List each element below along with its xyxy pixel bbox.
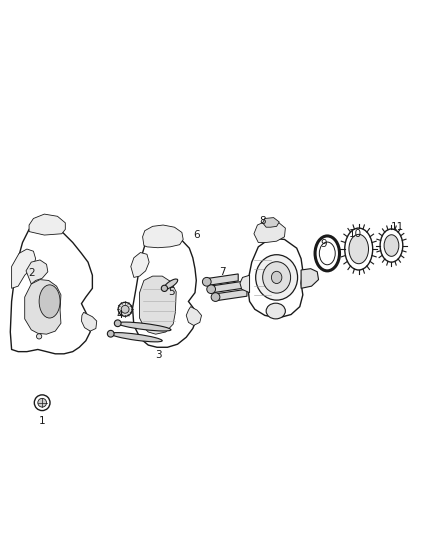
Text: 1: 1 [39,416,46,426]
Ellipse shape [384,235,399,256]
Polygon shape [247,238,303,318]
Polygon shape [217,289,247,301]
Polygon shape [29,214,65,235]
Ellipse shape [118,322,171,331]
Polygon shape [12,249,35,288]
Ellipse shape [319,242,335,265]
Circle shape [202,277,211,286]
Ellipse shape [263,262,290,293]
Circle shape [211,293,220,302]
Ellipse shape [39,285,60,318]
Polygon shape [140,276,176,334]
Polygon shape [301,269,318,288]
Polygon shape [131,253,149,277]
Text: 3: 3 [155,350,162,360]
Polygon shape [254,221,286,243]
Ellipse shape [266,303,286,319]
Circle shape [121,305,129,313]
Polygon shape [26,260,48,284]
Text: 8: 8 [259,216,266,225]
Ellipse shape [380,229,403,262]
Circle shape [118,302,132,316]
Circle shape [114,320,121,327]
Text: 7: 7 [219,266,226,277]
Polygon shape [213,281,243,293]
Ellipse shape [164,279,178,289]
Polygon shape [81,312,97,331]
Polygon shape [11,223,92,354]
Circle shape [34,395,50,410]
Text: 9: 9 [321,239,327,249]
Polygon shape [133,234,196,348]
Circle shape [207,285,215,294]
Ellipse shape [111,333,162,342]
Text: 6: 6 [193,230,200,240]
Circle shape [161,285,168,292]
Polygon shape [25,280,61,334]
Ellipse shape [256,255,297,300]
Ellipse shape [345,228,373,270]
Polygon shape [240,275,250,293]
Polygon shape [263,217,279,227]
Polygon shape [143,225,183,248]
Polygon shape [208,274,238,285]
Circle shape [38,398,46,407]
Circle shape [36,334,42,339]
Ellipse shape [272,271,282,284]
Text: 5: 5 [169,287,175,297]
Text: 10: 10 [349,229,362,239]
Ellipse shape [349,235,368,264]
Circle shape [107,330,114,337]
Polygon shape [186,306,201,326]
Text: 11: 11 [391,222,404,232]
Text: 2: 2 [28,268,35,278]
Text: 4: 4 [116,310,123,320]
